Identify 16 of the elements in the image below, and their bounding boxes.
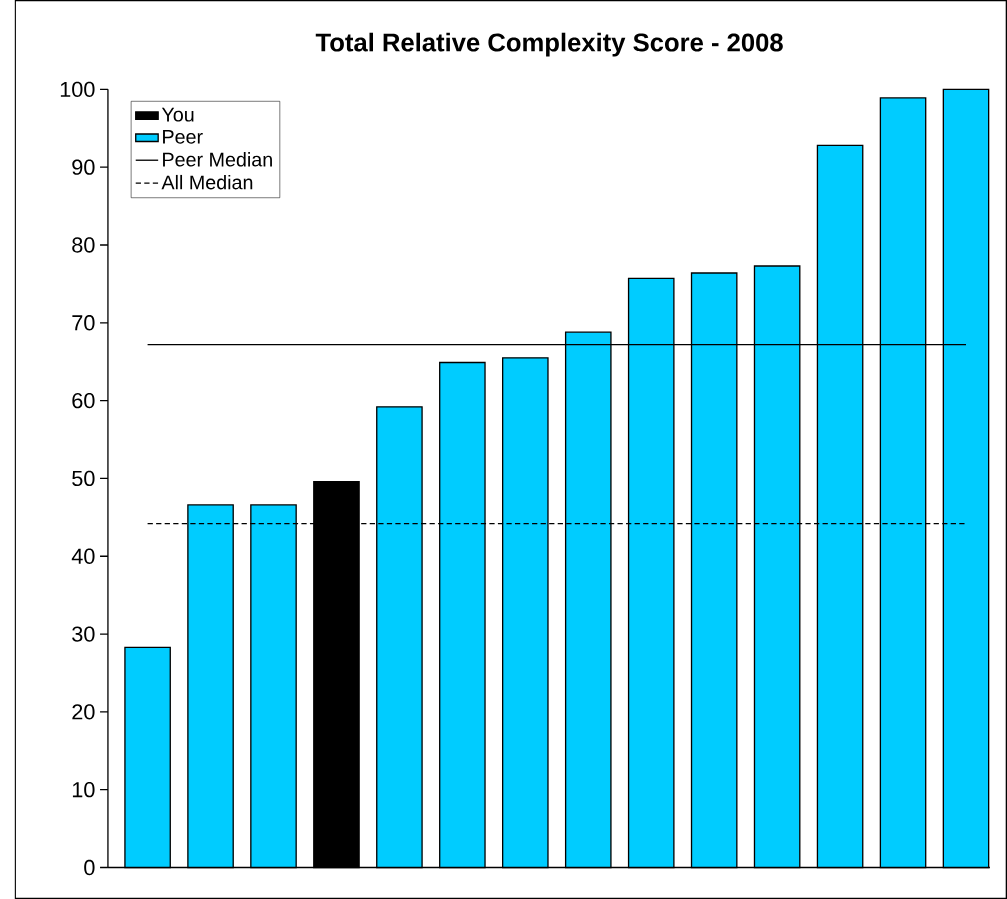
y-tick-label: 60 [72,392,95,409]
legend-label: Peer Median [163,152,272,167]
y-tick-label: 0 [84,859,95,876]
legend-label: Peer [163,129,203,144]
y-tick-label: 70 [72,315,95,331]
y-tick-label: 20 [72,704,95,720]
legend-label: All Median [161,174,253,190]
y-tick-label: 90 [72,159,95,175]
y-tick-label: 80 [72,237,95,253]
y-tick-label: 50 [72,470,95,487]
chart-title: Total Relative Complexity Score - 2008 [315,32,783,57]
legend-label: You [161,107,194,122]
y-tick-label: 100 [60,81,95,98]
y-tick-label: 40 [71,548,95,564]
y-tick-label: 30 [72,626,95,642]
y-tick-label: 10 [72,781,95,798]
